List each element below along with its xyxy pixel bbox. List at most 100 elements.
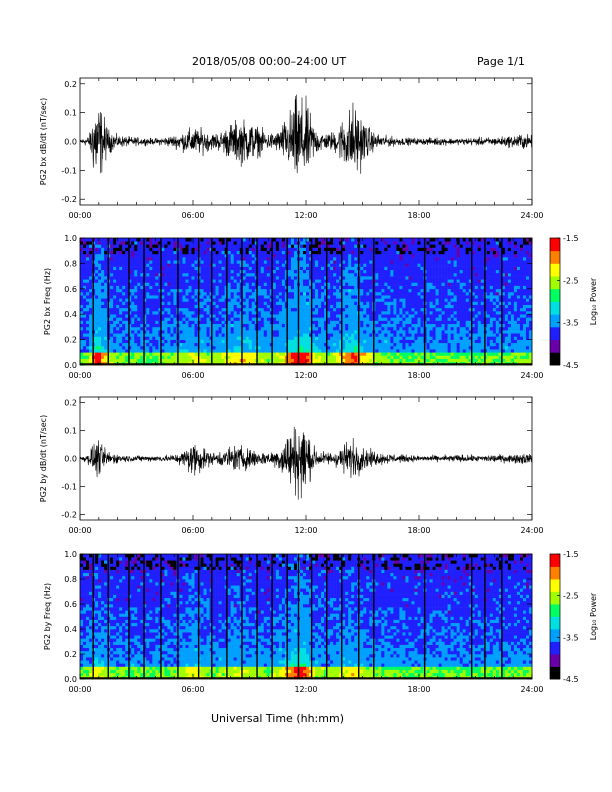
spectrogram-cell (302, 269, 307, 274)
spectrogram-cell (212, 291, 216, 296)
spectrogram-cell (146, 244, 150, 248)
spectrogram-cell (95, 298, 99, 302)
spectrogram-cell (348, 298, 352, 302)
spectrogram-cell (260, 349, 265, 353)
spectrogram-cell (375, 333, 379, 337)
spectrogram-cell (366, 288, 370, 293)
spectrogram-cell (290, 311, 295, 315)
spectrogram-cell (378, 266, 382, 271)
spectrogram-cell (125, 247, 129, 251)
spectrogram-cell (432, 295, 436, 299)
spectrogram-cell (245, 358, 250, 363)
spectrogram-cell (230, 326, 234, 331)
spectrogram-cell (287, 272, 292, 277)
spectrogram-cell (378, 295, 382, 299)
spectrogram-cell (387, 238, 391, 242)
spectrogram-cell (399, 282, 403, 286)
spectrogram-cell (152, 323, 156, 328)
spectrogram-cell (396, 272, 400, 277)
spectrogram-cell (360, 307, 364, 312)
spectrogram-cell (426, 323, 430, 328)
spectrogram-cell (417, 279, 421, 283)
spectrogram-cell (149, 288, 153, 293)
spectrogram-cell (164, 320, 168, 325)
spectrogram-cell (330, 330, 334, 334)
spectrogram-cell (119, 330, 123, 334)
spectrogram-cell (420, 285, 424, 290)
spectrogram-cell (381, 238, 385, 242)
spectrogram-cell (432, 247, 436, 251)
spectrogram-cell (83, 279, 87, 283)
spectrogram-cell (257, 291, 262, 296)
spectrogram-cell (414, 247, 418, 251)
spectrogram-cell (140, 336, 144, 340)
spectrogram-cell (101, 276, 105, 280)
spectrogram-cell (152, 352, 156, 356)
spectrogram-cell (429, 301, 433, 305)
spectrogram-cell (290, 336, 295, 340)
spectrogram-cell (354, 272, 358, 277)
spectrogram-cell (86, 355, 90, 359)
spectrogram-cell (384, 257, 388, 261)
spectrogram-cell (110, 304, 114, 309)
spectrogram-cell (89, 333, 93, 337)
spectrogram-cell (348, 349, 352, 353)
spectrogram-cell (435, 342, 439, 347)
spectrogram-cell (333, 358, 337, 363)
spectrogram-cell (369, 263, 373, 267)
spectrogram-cell (290, 301, 295, 305)
spectrogram-cell (378, 342, 382, 347)
spectrogram-cell (194, 269, 198, 274)
spectrogram-cell (149, 253, 153, 258)
spectrogram-cell (212, 307, 216, 312)
spectrogram-cell (363, 253, 367, 258)
spectrogram-cell (131, 326, 135, 331)
spectrogram-cell (221, 276, 225, 280)
spectrogram-cell (113, 238, 117, 242)
spectrogram-cell (248, 336, 253, 340)
spectrogram-cell (164, 295, 168, 299)
spectrogram-cell (251, 330, 256, 334)
spectrogram-cell (393, 311, 397, 315)
spectrogram-cell (251, 352, 256, 356)
spectrogram-cell (179, 326, 183, 331)
spectrogram-cell (387, 307, 391, 312)
spectrogram-cell (218, 311, 222, 315)
spectrogram-cell (86, 301, 90, 305)
spectrogram-cell (348, 266, 352, 271)
spectrogram-cell (173, 291, 177, 296)
spectrogram-cell (302, 323, 307, 328)
spectrogram-cell (381, 260, 385, 264)
spectrogram-cell (89, 291, 93, 296)
spectrogram-cell (275, 298, 280, 302)
spectrogram-cell (375, 358, 379, 363)
spectrogram-cell (149, 330, 153, 334)
spectrogram-cell (203, 307, 207, 312)
spectrogram-cell (336, 260, 340, 264)
spectrogram-cell (318, 330, 322, 334)
spectrogram-cell (215, 317, 219, 321)
spectrogram-cell (215, 291, 219, 296)
spectrogram-cell (327, 358, 331, 363)
spectrogram-cell (200, 285, 204, 290)
spectrogram-cell (134, 311, 138, 315)
spectrogram-cell (227, 358, 231, 363)
spectrogram-cell (429, 241, 433, 245)
spectrogram-cell (146, 253, 150, 258)
spectrogram-cell (360, 266, 364, 271)
spectrogram-cell (435, 266, 439, 271)
spectrogram-cell (278, 263, 283, 267)
spectrogram-cell (333, 295, 337, 299)
spectrogram-cell (149, 238, 153, 242)
spectrogram-cell (275, 339, 280, 344)
spectrogram-cell (390, 339, 394, 344)
spectrogram-cell (441, 330, 445, 334)
spectrogram-cell (230, 260, 234, 264)
spectrogram-cell (384, 295, 388, 299)
spectrogram-cell (309, 323, 313, 328)
spectrogram-cell (402, 358, 406, 363)
spectrogram-cell (212, 285, 216, 290)
spectrogram-cell (396, 266, 400, 271)
spectrogram-cell (212, 301, 216, 305)
spectrogram-cell (188, 253, 192, 258)
